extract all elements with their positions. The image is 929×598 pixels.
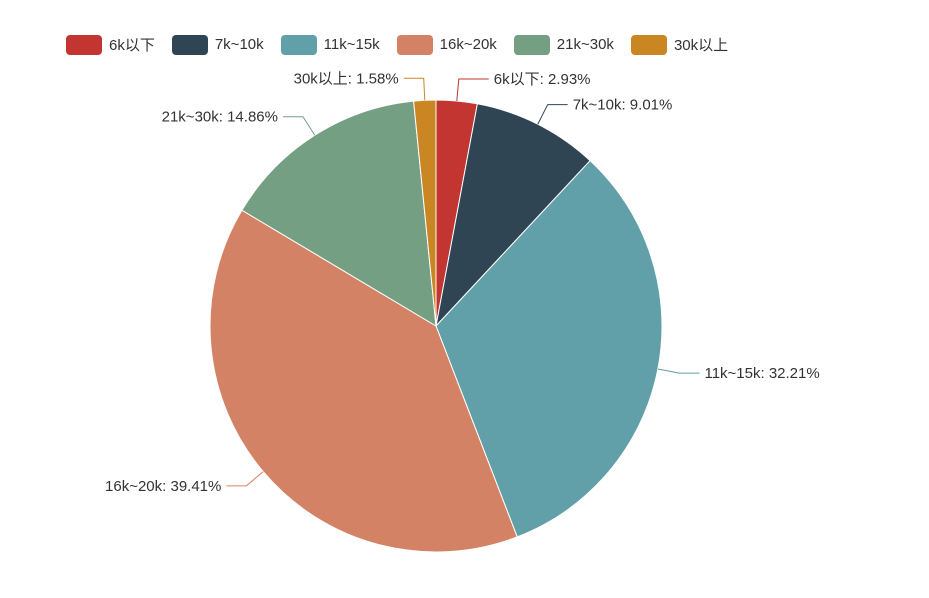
pie-slice-2[interactable] [435, 159, 663, 538]
legend-label-5: 30k以上 [673, 37, 729, 54]
leader-line-3 [226, 471, 264, 487]
legend-item-5[interactable]: 30k以上 [630, 34, 729, 55]
pie-slice-1[interactable] [435, 103, 591, 328]
legend-swatch-2 [280, 34, 317, 55]
legend-swatch-5 [630, 34, 667, 55]
leader-line-5 [403, 77, 426, 101]
slice-label-2: 11k~15k: 32.21% [704, 365, 819, 382]
legend-label-2: 11k~15k [323, 36, 380, 53]
legend-label-3: 16k~20k [439, 36, 497, 53]
leader-line-1 [537, 104, 568, 125]
legend-label-4: 21k~30k [556, 36, 614, 53]
slice-label-0: 6k以下: 2.93% [494, 71, 591, 88]
legend-swatch-3 [396, 34, 433, 55]
legend-item-0[interactable]: 6k以下 [66, 34, 155, 55]
legend-swatch-4 [513, 34, 550, 55]
leader-line-4 [282, 116, 316, 136]
slice-label-5: 30k以上: 1.58% [294, 70, 399, 87]
legend-swatch-1 [171, 34, 208, 55]
slice-label-3: 16k~20k: 39.41% [105, 478, 221, 495]
legend-item-2[interactable]: 11k~15k [280, 34, 380, 55]
legend-label-0: 6k以下 [109, 37, 155, 54]
leader-line-0 [456, 78, 489, 102]
legend-item-3[interactable]: 16k~20k [396, 34, 497, 55]
pie-slice-4[interactable] [241, 100, 437, 327]
slice-label-4: 21k~30k: 14.86% [162, 109, 278, 126]
legend-label-1: 7k~10k [214, 36, 264, 53]
pie-slice-3[interactable] [209, 209, 518, 553]
legend-item-1[interactable]: 7k~10k [171, 34, 264, 55]
chart-legend: 6k以下 7k~10k 11k~15k 16k~20k 21k~30k 30k以… [66, 34, 745, 55]
leader-line-2 [657, 368, 700, 374]
legend-swatch-0 [66, 34, 102, 55]
slice-label-1: 7k~10k: 9.01% [573, 97, 673, 114]
legend-item-4[interactable]: 21k~30k [513, 34, 614, 55]
